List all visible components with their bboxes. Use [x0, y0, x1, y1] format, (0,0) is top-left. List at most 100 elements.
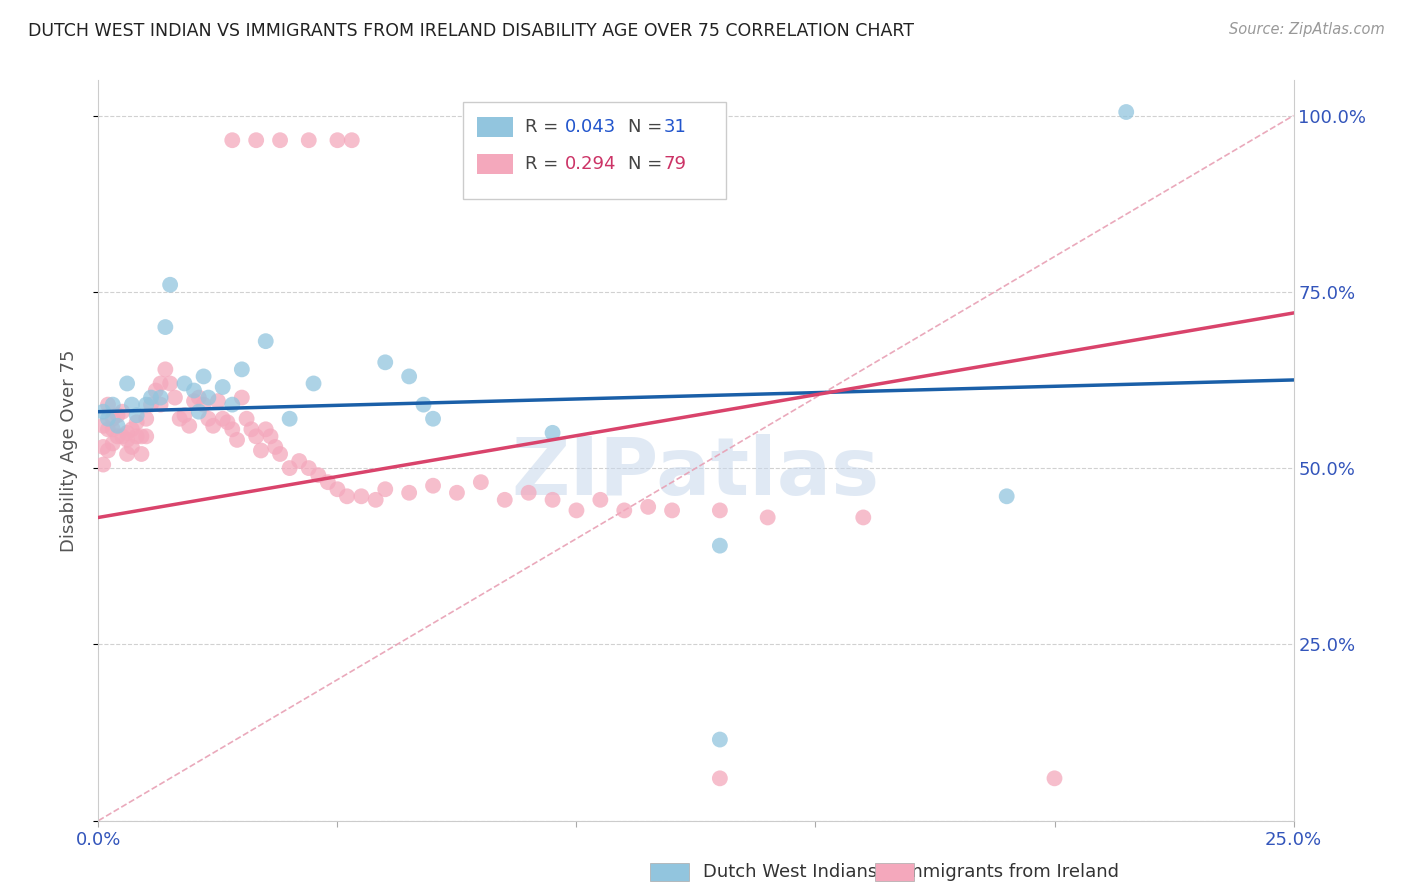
Point — [149, 391, 172, 405]
Text: N =: N = — [628, 155, 668, 173]
Point — [91, 405, 114, 419]
Point — [340, 133, 363, 147]
Point — [125, 415, 148, 429]
Point — [316, 475, 339, 490]
Point — [163, 391, 186, 405]
Point — [135, 398, 157, 412]
Point — [709, 503, 731, 517]
Point — [121, 422, 143, 436]
Point — [1115, 105, 1137, 120]
Text: Source: ZipAtlas.com: Source: ZipAtlas.com — [1229, 22, 1385, 37]
Point — [517, 485, 540, 500]
Point — [278, 461, 301, 475]
Point — [245, 429, 267, 443]
Point — [91, 458, 114, 472]
Point — [264, 440, 287, 454]
Point — [374, 482, 396, 496]
Point — [159, 277, 181, 292]
Point — [111, 405, 134, 419]
Text: Immigrants from Ireland: Immigrants from Ireland — [900, 863, 1119, 881]
Point — [661, 503, 683, 517]
Point — [541, 425, 564, 440]
Point — [183, 394, 205, 409]
Point — [115, 447, 138, 461]
Point — [169, 411, 191, 425]
Point — [221, 422, 243, 436]
Point — [231, 362, 253, 376]
Y-axis label: Disability Age Over 75: Disability Age Over 75 — [59, 349, 77, 552]
Point — [364, 492, 387, 507]
Point — [231, 391, 253, 405]
Point — [101, 436, 124, 450]
Point — [193, 369, 215, 384]
Text: DUTCH WEST INDIAN VS IMMIGRANTS FROM IRELAND DISABILITY AGE OVER 75 CORRELATION : DUTCH WEST INDIAN VS IMMIGRANTS FROM IRE… — [28, 22, 914, 40]
Point — [101, 422, 124, 436]
Point — [183, 384, 205, 398]
Point — [1043, 772, 1066, 786]
Point — [155, 320, 177, 334]
Point — [221, 398, 243, 412]
Point — [326, 133, 349, 147]
Point — [155, 362, 177, 376]
Point — [995, 489, 1018, 503]
Point — [97, 411, 120, 425]
Point — [278, 411, 301, 425]
Point — [97, 422, 120, 436]
Text: ZIPatlas: ZIPatlas — [512, 434, 880, 512]
Point — [494, 492, 516, 507]
Point — [121, 440, 143, 454]
Point — [259, 429, 281, 443]
Point — [135, 429, 157, 443]
Point — [121, 398, 143, 412]
Point — [350, 489, 373, 503]
Point — [422, 411, 444, 425]
Point — [269, 447, 291, 461]
Point — [131, 429, 153, 443]
Text: 0.294: 0.294 — [565, 155, 616, 173]
Text: 79: 79 — [664, 155, 686, 173]
Point — [107, 408, 129, 422]
Point — [240, 422, 263, 436]
Point — [221, 133, 243, 147]
Point — [187, 405, 209, 419]
Point — [125, 408, 148, 422]
Point — [101, 398, 124, 412]
Point — [398, 485, 420, 500]
Text: Dutch West Indians: Dutch West Indians — [703, 863, 877, 881]
Point — [307, 468, 329, 483]
Point — [852, 510, 875, 524]
Point — [159, 376, 181, 391]
Point — [197, 411, 219, 425]
FancyBboxPatch shape — [463, 103, 725, 199]
Point — [709, 539, 731, 553]
Text: R =: R = — [524, 155, 564, 173]
Point — [298, 461, 321, 475]
Point — [250, 443, 273, 458]
Point — [336, 489, 359, 503]
Point — [288, 454, 311, 468]
Point — [709, 772, 731, 786]
Point — [217, 415, 239, 429]
Point — [115, 425, 138, 440]
Point — [125, 429, 148, 443]
Point — [97, 398, 120, 412]
Point — [446, 485, 468, 500]
Point — [211, 380, 233, 394]
Point — [139, 391, 162, 405]
FancyBboxPatch shape — [477, 118, 513, 136]
Point — [235, 411, 257, 425]
Point — [139, 398, 162, 412]
Point — [254, 422, 277, 436]
Point — [565, 503, 588, 517]
Point — [589, 492, 612, 507]
Point — [637, 500, 659, 514]
Point — [131, 447, 153, 461]
Point — [149, 376, 172, 391]
Point — [115, 376, 138, 391]
Point — [245, 133, 267, 147]
Point — [193, 398, 215, 412]
Point — [149, 398, 172, 412]
Point — [412, 398, 434, 412]
Point — [197, 391, 219, 405]
Point — [173, 376, 195, 391]
